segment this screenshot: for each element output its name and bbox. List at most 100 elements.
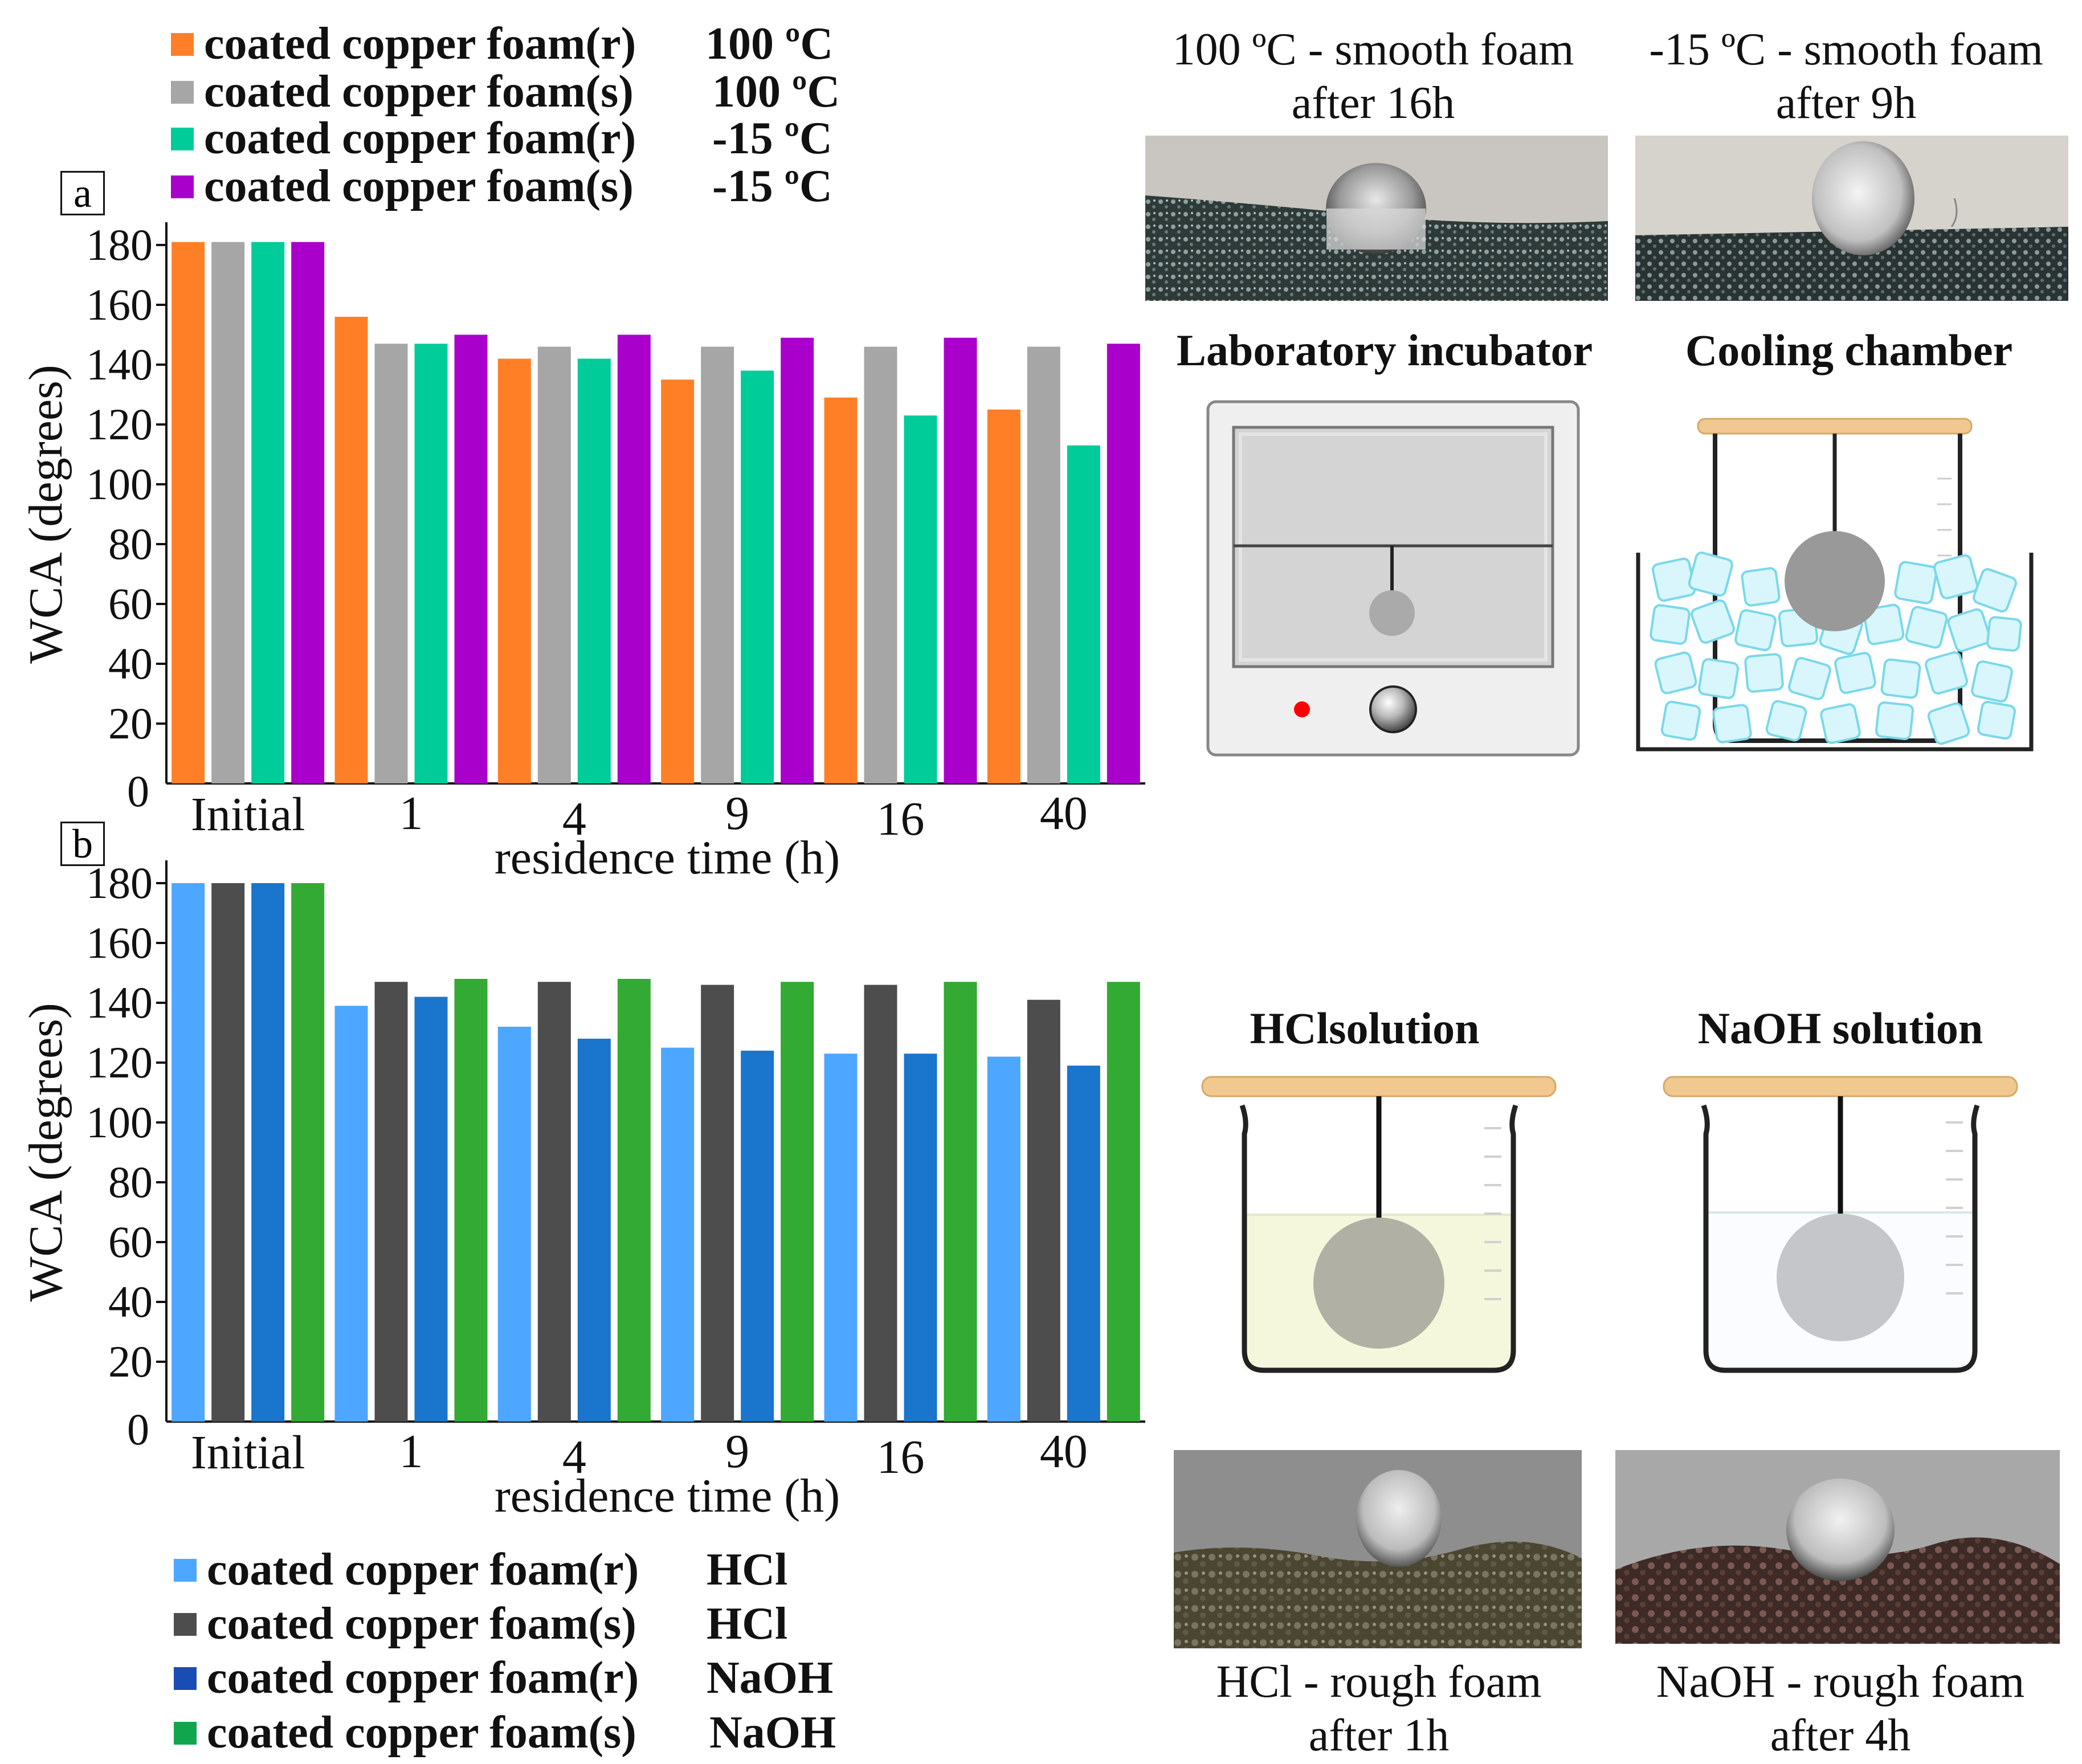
- bar-1-series-1: [334, 317, 368, 783]
- incubator-illustration: [1206, 400, 1580, 757]
- y-tick-label: 80: [108, 519, 153, 569]
- caption-line: after 9h: [1775, 78, 1917, 128]
- y-tick-label: 40: [108, 639, 153, 688]
- x-tick-label: 40: [1040, 787, 1088, 840]
- heading-cooling-chamber: Cooling chamber: [1685, 325, 2013, 375]
- legend-condition: -15 ºC: [712, 161, 832, 211]
- y-tick-label: 180: [86, 220, 153, 270]
- bar-16-series-2: [864, 346, 897, 783]
- bar-9-series-4: [781, 982, 814, 1422]
- x-tick-label: 4: [562, 1431, 586, 1484]
- legend-item-a-3: coated copper foam(r): [171, 113, 636, 165]
- caption-line: HCl - rough foam: [1216, 1657, 1542, 1707]
- bar-4-series-1: [497, 1027, 531, 1422]
- bar-1-series-3: [414, 344, 448, 783]
- photo-caption-bottom-left: HCl - rough foam after 1h: [1162, 1655, 1595, 1762]
- y-tick-label: 20: [108, 699, 153, 748]
- photo-droplet-100c: [1145, 136, 1608, 301]
- bar-40-series-2: [1027, 346, 1060, 783]
- bar-40-series-1: [987, 409, 1020, 783]
- legend-label: coated copper foam(r): [207, 1545, 639, 1595]
- legend-label: coated copper foam(s): [207, 1708, 636, 1758]
- bar-1-series-2: [374, 982, 408, 1422]
- heading-hcl-solution: HClsolution: [1250, 1003, 1480, 1053]
- x-tick-label: 16: [877, 793, 925, 846]
- y-tick-label: 100: [86, 459, 153, 509]
- bar-9-series-3: [741, 1051, 774, 1422]
- legend-label: coated copper foam(s): [207, 1599, 636, 1649]
- bar-initial-series-2: [211, 883, 245, 1422]
- legend-condition: HCl: [707, 1545, 788, 1595]
- legend-label: coated copper foam(r): [204, 19, 636, 69]
- cooling-chamber-illustration: [1636, 418, 2034, 752]
- bar-40-series-2: [1027, 999, 1060, 1422]
- bar-1-series-2: [374, 344, 408, 783]
- x-tick-label: 1: [399, 1425, 423, 1478]
- bar-4-series-4: [617, 979, 651, 1422]
- y-tick-label: 160: [86, 280, 153, 329]
- y-tick-label: 140: [86, 340, 153, 389]
- bar-1-series-3: [414, 997, 448, 1422]
- legend-condition: -15 ºC: [712, 113, 832, 164]
- legend-swatch: [171, 80, 194, 104]
- caption-line: after 4h: [1770, 1710, 1911, 1761]
- heading-naoh-solution: NaOH solution: [1697, 1003, 1983, 1053]
- x-tick-label: Initial: [191, 788, 305, 841]
- y-tick-label: 120: [86, 1038, 153, 1087]
- legend-condition: NaOH: [709, 1708, 836, 1758]
- bar-16-series-3: [904, 415, 937, 783]
- legend-label: coated copper foam(r): [207, 1653, 639, 1703]
- photo-droplet-naoh: [1615, 1450, 2060, 1644]
- legend-item-b-1: coated copper foam(r): [174, 1544, 639, 1596]
- x-tick-label: 9: [725, 1425, 749, 1478]
- incubator-knob: [1369, 685, 1417, 733]
- legend-item-b-2: coated copper foam(s): [174, 1598, 636, 1650]
- legend-label: coated copper foam(r): [204, 113, 636, 164]
- bar-4-series-2: [537, 982, 571, 1422]
- bar-9-series-4: [781, 337, 814, 783]
- caption-line: after 16h: [1291, 78, 1455, 128]
- photo-droplet-hcl: [1174, 1450, 1582, 1648]
- legend-condition: NaOH: [707, 1653, 834, 1703]
- legend-condition: HCl: [707, 1599, 788, 1649]
- y-axis-label: WCA (degrees): [19, 1003, 72, 1302]
- bar-40-series-3: [1067, 445, 1100, 783]
- bar-9-series-1: [661, 379, 695, 783]
- bar-1-series-4: [454, 979, 488, 1422]
- bar-9-series-3: [741, 370, 774, 783]
- bar-40-series-1: [987, 1056, 1020, 1422]
- y-tick-label: 40: [108, 1277, 153, 1326]
- legend-swatch: [174, 1667, 197, 1690]
- bar-40-series-3: [1067, 1065, 1100, 1422]
- bar-initial-series-1: [172, 883, 205, 1422]
- y-tick-label: 0: [127, 1404, 149, 1454]
- bar-4-series-2: [537, 346, 571, 783]
- bar-initial-series-1: [172, 242, 205, 783]
- bar-4-series-3: [577, 1039, 611, 1422]
- panel-label-a: a: [60, 171, 105, 215]
- bar-16-series-1: [824, 397, 858, 783]
- x-tick-label: 16: [877, 1431, 925, 1484]
- caption-line: NaOH - rough foam: [1656, 1657, 2025, 1707]
- bar-16-series-4: [944, 337, 977, 783]
- bar-40-series-4: [1107, 982, 1140, 1422]
- bar-16-series-1: [824, 1054, 858, 1422]
- legend-item-b-3: coated copper foam(r): [174, 1652, 639, 1704]
- bar-16-series-3: [904, 1054, 937, 1422]
- y-tick-label: 60: [108, 579, 153, 628]
- bar-16-series-2: [864, 985, 897, 1422]
- legend-condition: 100 ºC: [705, 19, 834, 69]
- hcl-beaker-illustration: [1201, 1076, 1557, 1373]
- y-tick-label: 120: [86, 399, 153, 449]
- heading-incubator: Laboratory incubator: [1176, 325, 1593, 375]
- y-tick-label: 180: [86, 858, 153, 908]
- x-tick-label: 4: [562, 793, 586, 846]
- legend-condition: 100 ºC: [712, 67, 840, 117]
- bar-1-series-1: [334, 1006, 368, 1422]
- naoh-beaker-illustration: [1663, 1076, 2018, 1373]
- x-axis-label: residence time (h): [495, 831, 840, 883]
- legend-item-a-1: coated copper foam(r): [171, 18, 636, 70]
- bar-4-series-3: [577, 358, 611, 783]
